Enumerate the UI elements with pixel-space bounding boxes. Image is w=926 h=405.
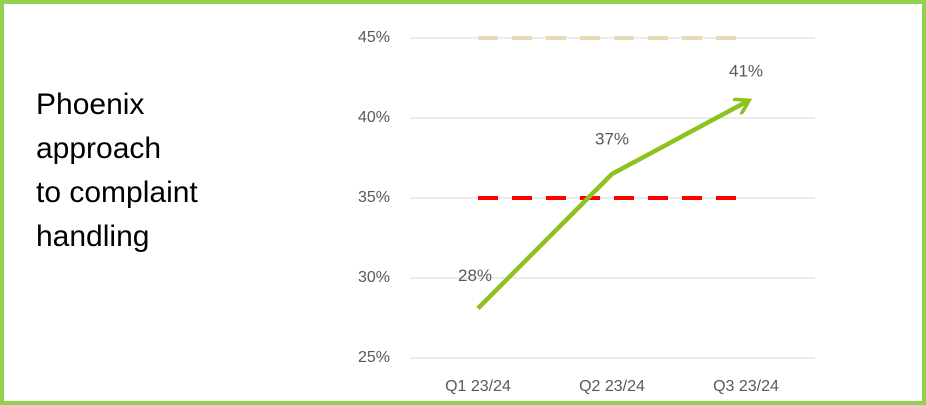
data-label: 41% bbox=[729, 61, 763, 80]
x-tick-label: Q3 23/24 bbox=[713, 378, 779, 395]
title-line: to complaint bbox=[36, 176, 198, 209]
title-line: approach bbox=[36, 132, 161, 165]
y-tick-label: 25% bbox=[358, 349, 390, 366]
y-tick-label: 30% bbox=[358, 269, 390, 286]
x-tick-label: Q2 23/24 bbox=[579, 378, 645, 395]
data-label: 28% bbox=[458, 266, 492, 285]
x-tick-label: Q1 23/24 bbox=[445, 378, 511, 395]
title-line: handling bbox=[36, 220, 149, 253]
series-line bbox=[476, 102, 746, 310]
y-tick-label: 40% bbox=[358, 109, 390, 126]
y-tick-label: 45% bbox=[358, 29, 390, 46]
data-label: 37% bbox=[595, 129, 629, 148]
title: Phoenix approach to complaint handling bbox=[36, 88, 198, 253]
y-tick-label: 35% bbox=[358, 189, 390, 206]
title-line: Phoenix bbox=[36, 88, 144, 121]
